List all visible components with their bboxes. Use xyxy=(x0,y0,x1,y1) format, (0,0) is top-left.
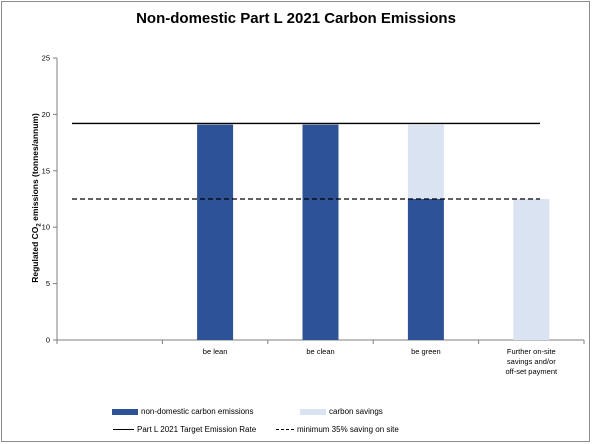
legend-item-series-0: non-domestic carbon emissions xyxy=(112,407,254,416)
x-tick-label: Further on-site savings and/or off-set pay… xyxy=(506,347,558,376)
x-tick-label-line: off-set payment xyxy=(506,367,558,376)
x-tick-label: be lean xyxy=(203,347,228,356)
y-tick-label: 20 xyxy=(42,110,50,119)
x-tick-label-line: savings and/or xyxy=(507,357,556,366)
y-tick-label: 0 xyxy=(46,336,50,345)
legend-item-minimum-line: minimum 35% saving on site xyxy=(276,425,399,434)
bar-0-1 xyxy=(302,124,339,340)
y-tick-label: 15 xyxy=(42,166,50,175)
x-tick-label-line: be lean xyxy=(203,347,228,356)
legend-swatch-series-0 xyxy=(112,408,138,415)
y-axis-label: Regulated CO2 emissions (tonnes/annum) xyxy=(30,113,43,283)
x-tick-label-line: Further on-site xyxy=(507,347,556,356)
x-tick-label-line: be green xyxy=(411,347,441,356)
y-tick-label: 25 xyxy=(42,54,50,63)
y-axis-label-part: Regulated CO xyxy=(30,226,40,283)
y-tick-label: 5 xyxy=(46,279,50,288)
legend-item-target-line: Part L 2021 Target Emission Rate xyxy=(113,425,256,434)
legend-swatch-series-1 xyxy=(300,408,326,415)
x-tick-label-line: be clean xyxy=(306,347,334,356)
legend-swatch-minimum-line xyxy=(276,429,294,430)
x-tick-label: be green xyxy=(411,347,441,356)
bar-0-2 xyxy=(407,199,444,340)
legend-label-series-1: carbon savings xyxy=(329,407,383,416)
legend-label-target-line: Part L 2021 Target Emission Rate xyxy=(137,425,257,434)
legend-item-series-1: carbon savings xyxy=(300,407,383,416)
bar-1-2 xyxy=(407,124,444,199)
legend-swatch-target-line xyxy=(113,429,134,430)
bar-0-0 xyxy=(197,124,234,340)
x-tick-label: be clean xyxy=(306,347,334,356)
chart-title: Non-domestic Part L 2021 Carbon Emission… xyxy=(136,10,456,27)
bar-1-3 xyxy=(513,199,550,340)
y-axis-label-subscript: 2 xyxy=(37,223,43,227)
legend-label-minimum-line: minimum 35% saving on site xyxy=(297,425,399,434)
y-axis-label-part: emissions (tonnes/annum) xyxy=(30,113,40,223)
y-tick-label: 10 xyxy=(42,223,50,232)
legend-label-series-0: non-domestic carbon emissions xyxy=(141,407,254,416)
